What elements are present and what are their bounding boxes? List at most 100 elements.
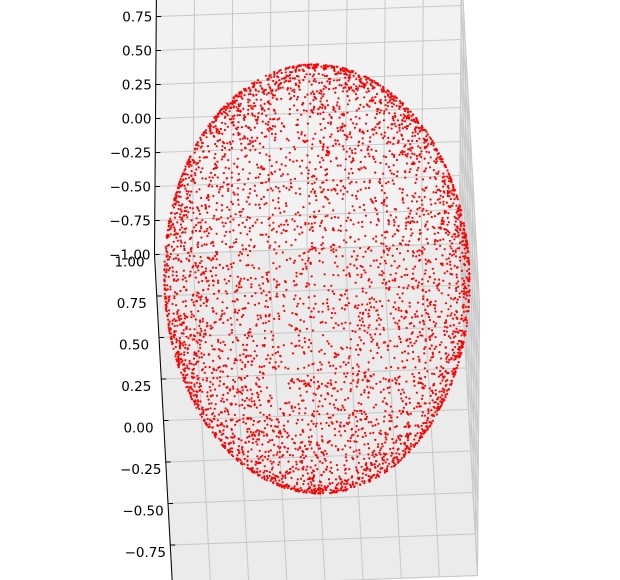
- data-point: [223, 111, 227, 114]
- data-point: [254, 221, 257, 224]
- data-point: [271, 466, 274, 469]
- data-point: [424, 375, 427, 379]
- data-point: [309, 385, 312, 388]
- data-point: [287, 139, 290, 142]
- data-point: [280, 122, 283, 125]
- data-point: [338, 84, 341, 87]
- data-point: [348, 88, 351, 91]
- data-point: [335, 483, 338, 486]
- data-point: [406, 445, 409, 448]
- data-point: [227, 357, 230, 360]
- data-point: [298, 69, 301, 72]
- data-point: [199, 138, 203, 141]
- data-point: [298, 88, 301, 91]
- data-point: [240, 92, 243, 95]
- data-point: [291, 454, 294, 457]
- data-point: [165, 254, 168, 257]
- data-point: [404, 315, 407, 319]
- data-point: [402, 258, 405, 261]
- data-point: [277, 312, 280, 315]
- data-point: [413, 153, 416, 156]
- data-point: [180, 371, 183, 374]
- data-point: [415, 178, 418, 181]
- data-point: [321, 427, 324, 430]
- data-point: [221, 397, 224, 400]
- data-point: [416, 401, 420, 405]
- data-point: [364, 371, 367, 374]
- data-point: [224, 106, 227, 109]
- data-point: [388, 391, 391, 394]
- data-point: [310, 242, 314, 245]
- data-point: [441, 379, 444, 382]
- data-point: [177, 351, 180, 354]
- data-point: [298, 81, 301, 84]
- data-point: [254, 139, 257, 142]
- data-point: [188, 163, 191, 166]
- data-point: [331, 243, 335, 246]
- data-point: [414, 315, 417, 318]
- data-point: [326, 392, 329, 395]
- data-point: [430, 356, 433, 359]
- data-point: [164, 300, 167, 303]
- data-point: [372, 373, 375, 376]
- data-point: [335, 464, 338, 467]
- data-point: [435, 345, 438, 348]
- data-point: [204, 129, 208, 132]
- data-point: [212, 194, 215, 198]
- data-point: [364, 155, 367, 158]
- data-point: [240, 149, 243, 152]
- data-point: [264, 321, 267, 324]
- data-point: [450, 192, 453, 195]
- data-point: [182, 178, 185, 181]
- data-point: [195, 168, 198, 171]
- data-point: [356, 434, 359, 437]
- data-point: [319, 100, 322, 103]
- data-point: [444, 166, 448, 169]
- data-point: [441, 158, 444, 161]
- data-point: [271, 189, 274, 192]
- data-point: [341, 90, 345, 93]
- data-point: [415, 154, 418, 158]
- data-point: [220, 112, 223, 115]
- data-point: [424, 290, 428, 293]
- data-point: [310, 63, 313, 66]
- data-point: [453, 233, 457, 236]
- data-point: [284, 402, 287, 405]
- data-point: [375, 223, 378, 226]
- data-point: [404, 227, 407, 230]
- data-point: [465, 294, 469, 297]
- data-point: [278, 117, 281, 120]
- data-point: [202, 335, 205, 338]
- data-point: [396, 345, 399, 348]
- data-point: [263, 419, 266, 422]
- data-point: [417, 238, 420, 241]
- data-point: [206, 391, 209, 394]
- data-point: [413, 445, 416, 448]
- data-point: [380, 189, 383, 192]
- data-point: [429, 300, 432, 303]
- data-point: [293, 104, 296, 107]
- data-point: [266, 417, 269, 420]
- data-point: [426, 228, 429, 231]
- data-point: [394, 115, 397, 118]
- data-point: [335, 249, 338, 252]
- data-point: [465, 310, 468, 313]
- data-point: [318, 161, 321, 164]
- data-point: [193, 351, 196, 354]
- data-point: [275, 81, 278, 84]
- data-point: [274, 207, 277, 210]
- data-point: [423, 139, 426, 142]
- data-point: [333, 215, 336, 219]
- data-point: [361, 265, 364, 268]
- data-point: [229, 246, 232, 249]
- data-point: [285, 186, 288, 190]
- data-point: [195, 143, 198, 146]
- data-point: [407, 413, 410, 416]
- data-point: [369, 479, 372, 482]
- data-point: [268, 291, 271, 294]
- data-point: [319, 361, 322, 364]
- data-point: [276, 451, 279, 454]
- data-point: [344, 124, 347, 127]
- data-point: [386, 458, 389, 461]
- data-point: [381, 184, 384, 187]
